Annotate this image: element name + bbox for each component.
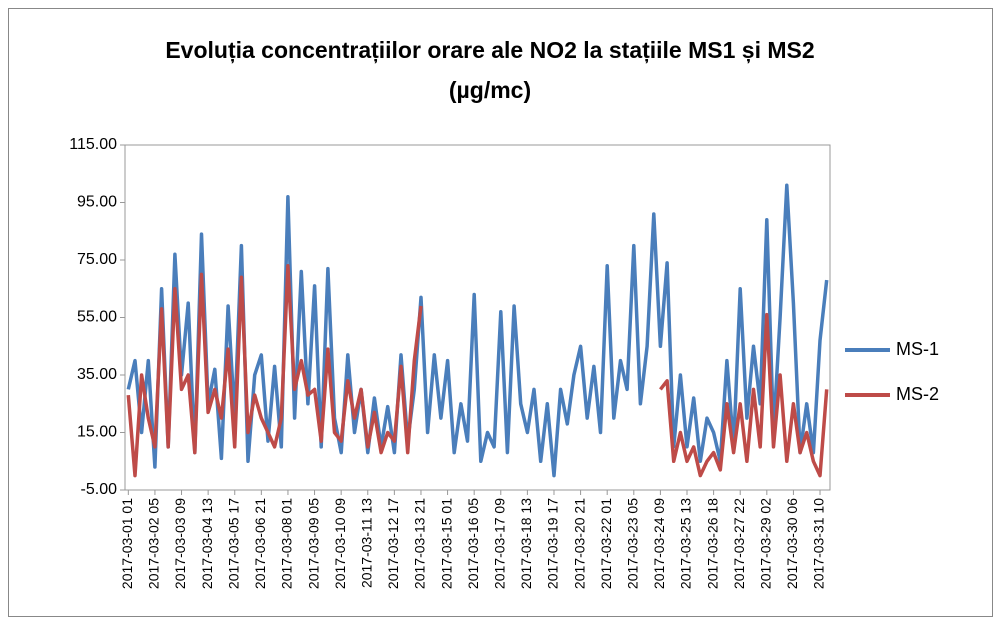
y-tick-label: -5.00 bbox=[81, 481, 118, 498]
chart-title: Evoluția concentrațiilor orare ale NO2 l… bbox=[165, 37, 815, 103]
x-tick-label: 2017-03-22 01 bbox=[598, 498, 614, 589]
x-tick-label: 2017-03-12 17 bbox=[385, 498, 401, 589]
x-tick-label: 2017-03-17 09 bbox=[491, 498, 507, 589]
x-tick-label: 2017-03-04 13 bbox=[199, 498, 215, 589]
legend-label: MS-1 bbox=[896, 339, 939, 359]
y-tick-label: 95.00 bbox=[77, 194, 117, 211]
x-tick-label: 2017-03-31 10 bbox=[811, 498, 827, 589]
x-tick-label: 2017-03-11 13 bbox=[358, 498, 374, 588]
y-tick-label: 75.00 bbox=[77, 251, 117, 268]
y-tick-label: 15.00 bbox=[77, 424, 117, 441]
x-tick-label: 2017-03-15 01 bbox=[438, 498, 454, 589]
x-tick-label: 2017-03-13 21 bbox=[412, 498, 428, 589]
x-tick-label: 2017-03-25 13 bbox=[678, 498, 694, 589]
x-tick-label: 2017-03-16 05 bbox=[465, 498, 481, 589]
y-tick-label: 55.00 bbox=[77, 309, 117, 326]
x-tick-label: 2017-03-05 17 bbox=[225, 498, 241, 589]
x-tick-label: 2017-03-01 01 bbox=[119, 498, 135, 589]
x-tick-label: 2017-03-02 05 bbox=[146, 498, 162, 589]
x-tick-label: 2017-03-29 02 bbox=[758, 498, 774, 589]
y-tick-label: 115.00 bbox=[69, 136, 117, 153]
x-tick-label: 2017-03-18 13 bbox=[518, 498, 534, 589]
x-tick-label: 2017-03-26 18 bbox=[704, 498, 720, 589]
x-tick-label: 2017-03-09 05 bbox=[305, 498, 321, 589]
x-tick-label: 2017-03-19 17 bbox=[545, 498, 561, 589]
y-tick-label: 35.00 bbox=[77, 366, 117, 383]
x-tick-label: 2017-03-03 09 bbox=[172, 498, 188, 589]
series-line bbox=[126, 264, 829, 478]
x-tick-label: 2017-03-08 01 bbox=[279, 498, 295, 589]
legend-label: MS-2 bbox=[896, 384, 939, 404]
x-tick-label: 2017-03-06 21 bbox=[252, 498, 268, 589]
x-tick-label: 2017-03-30 06 bbox=[784, 498, 800, 589]
x-tick-label: 2017-03-27 22 bbox=[731, 498, 747, 589]
x-tick-label: 2017-03-10 09 bbox=[332, 498, 348, 589]
x-tick-label: 2017-03-20 21 bbox=[571, 498, 587, 589]
x-tick-label: 2017-03-24 09 bbox=[651, 498, 667, 589]
x-tick-label: 2017-03-23 05 bbox=[625, 498, 641, 589]
